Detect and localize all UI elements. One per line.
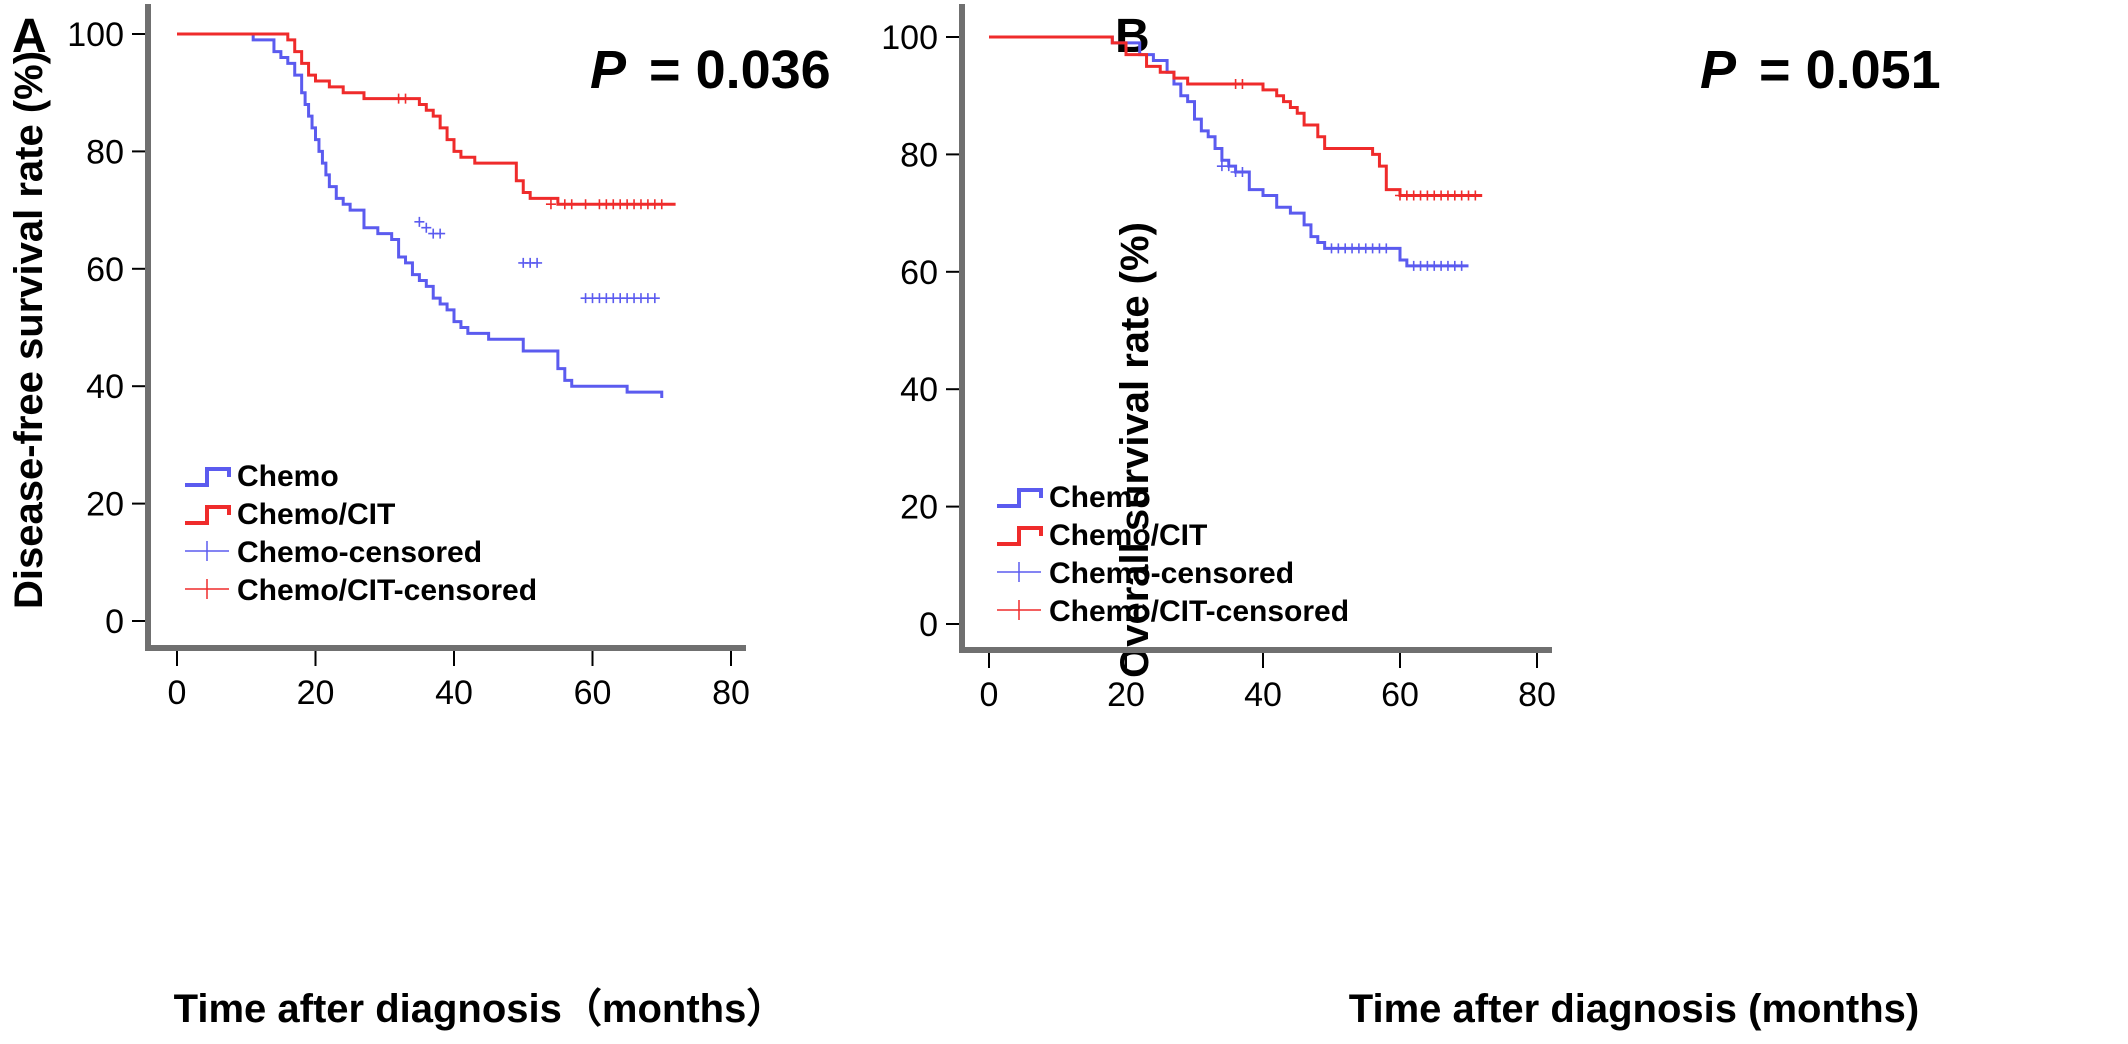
- panel-a-y-tick-label: 40: [86, 368, 124, 406]
- panel-a-censor-mark-chemo-cit: [545, 199, 556, 210]
- panel-a-p-number: = 0.036: [649, 40, 831, 100]
- panel-a-legend: Chemo Chemo/CIT Chemo-censored Chemo/CIT-ce…: [185, 460, 537, 607]
- panel-a-censor-mark-chemo-cit: [566, 199, 577, 210]
- panel-b-y-tick-label: 80: [900, 136, 938, 174]
- panel-b-legend-label: Chemo/CIT: [1049, 519, 1207, 552]
- panel-b-censor-mark-chemo: [1237, 167, 1248, 178]
- panel-a-y-axis-title: Disease-free survival rate (%): [7, 51, 51, 609]
- panel-a-legend-label: Chemo/CIT-censored: [237, 574, 537, 607]
- panel-b-y-tick-label: 40: [900, 371, 938, 409]
- panel-a-censor-mark-chemo: [649, 293, 660, 304]
- panel-a-legend-label: Chemo-censored: [237, 536, 482, 569]
- panel-b-p-number: = 0.051: [1759, 40, 1941, 100]
- panel-a-y-tick-label: 80: [86, 133, 124, 171]
- panel-a-p-value: P = 0.036: [590, 40, 831, 100]
- panel-a-y-tick-label: 20: [86, 486, 124, 524]
- panel-b-x-axis-title: Time after diagnosis (months): [1349, 987, 1919, 1031]
- panel-a-x-tick-label: 60: [574, 674, 612, 712]
- panel-b-p-label: P: [1700, 40, 1737, 100]
- panel-a-censor-mark-chemo: [532, 257, 543, 268]
- panel-b-legend-swatch: [997, 526, 1043, 546]
- panel-b-series-chemo-line: [989, 35, 1469, 268]
- panel-b-series-chemo-cit-line: [989, 35, 1483, 197]
- panel-a-legend-swatch: [185, 505, 231, 525]
- panel-a-series-chemo-cit-line: [177, 32, 676, 206]
- panel-a-censor-mark-chemo-cit: [656, 199, 667, 210]
- panel-a-plot-area: [177, 32, 676, 398]
- panel-b-ticks: 0 20 40 60 80 100 0 20 40 60 80: [881, 19, 1556, 714]
- panel-a-x-tick-label: 20: [297, 674, 335, 712]
- panel-a-y-tick-label: 0: [105, 603, 124, 641]
- panel-b-y-tick-label: 20: [900, 489, 938, 527]
- panel-b-x-tick-label: 40: [1244, 676, 1282, 714]
- panel-b-censor-mark-chemo: [1381, 243, 1392, 254]
- panel-a-censor-mark-chemo: [435, 228, 446, 239]
- panel-a-censor-mark-chemo-cit: [400, 93, 411, 104]
- panel-a-letter: A: [12, 10, 47, 63]
- panel-b-y-tick-label: 60: [900, 254, 938, 292]
- panel-b-censor-mark-chemo-cit: [1470, 190, 1481, 201]
- panel-a-axes: [145, 4, 746, 651]
- panel-b-x-tick-label: 20: [1107, 676, 1145, 714]
- panel-b-censor-mark-chemo-cit: [1237, 78, 1248, 89]
- panel-b-y-axis-title: Overall survival rate (%): [1113, 222, 1157, 678]
- panel-b-legend-label: Chemo/CIT-censored: [1049, 595, 1349, 628]
- panel-a-y-tick-label: 60: [86, 251, 124, 289]
- panel-a-x-tick-label: 0: [168, 674, 187, 712]
- panel-a-legend-label: Chemo: [237, 460, 339, 493]
- panel-b-censor-mark-chemo: [1223, 161, 1234, 172]
- panel-a-y-tick-label: 100: [67, 16, 124, 54]
- panel-b-legend-label: Chemo: [1049, 481, 1151, 514]
- panel-a-legend-label: Chemo/CIT: [237, 498, 395, 531]
- panel-a-x-tick-label: 80: [712, 674, 750, 712]
- panel-a-p-label: P: [590, 40, 627, 100]
- panel-b-plot-area: [989, 35, 1483, 271]
- panel-a: A P = 0.036 Time after diagnosis（months）…: [7, 4, 831, 1031]
- panel-b: B P = 0.051 Time after diagnosis (months…: [881, 4, 1941, 1031]
- panel-b-p-value: P = 0.051: [1700, 40, 1941, 100]
- panel-a-legend-swatch: [185, 467, 231, 487]
- panel-a-ticks: 0 20 40 60 80 100 0 20 40 60 80: [67, 16, 750, 712]
- panel-b-legend: Chemo Chemo/CIT Chemo-censored Chemo/CIT-ce…: [997, 481, 1349, 628]
- panel-a-censor-mark-chemo: [421, 222, 432, 233]
- panel-b-x-tick-label: 60: [1381, 676, 1419, 714]
- panel-a-series-chemo-line: [177, 32, 664, 398]
- panel-a-x-tick-label: 40: [435, 674, 473, 712]
- panel-b-x-tick-label: 80: [1518, 676, 1556, 714]
- panel-b-y-tick-label: 0: [919, 606, 938, 644]
- panel-b-axes: [959, 4, 1552, 653]
- panel-b-legend-swatch: [997, 488, 1043, 508]
- panel-b-x-tick-label: 0: [980, 676, 999, 714]
- panel-b-y-tick-label: 100: [881, 19, 938, 57]
- panel-b-legend-label: Chemo-censored: [1049, 557, 1294, 590]
- panel-b-censor-mark-chemo: [1456, 260, 1467, 271]
- panel-a-censor-mark-chemo: [414, 216, 425, 227]
- panel-a-censor-mark-chemo-cit: [580, 199, 591, 210]
- panel-a-x-axis-title: Time after diagnosis（months）: [174, 987, 787, 1031]
